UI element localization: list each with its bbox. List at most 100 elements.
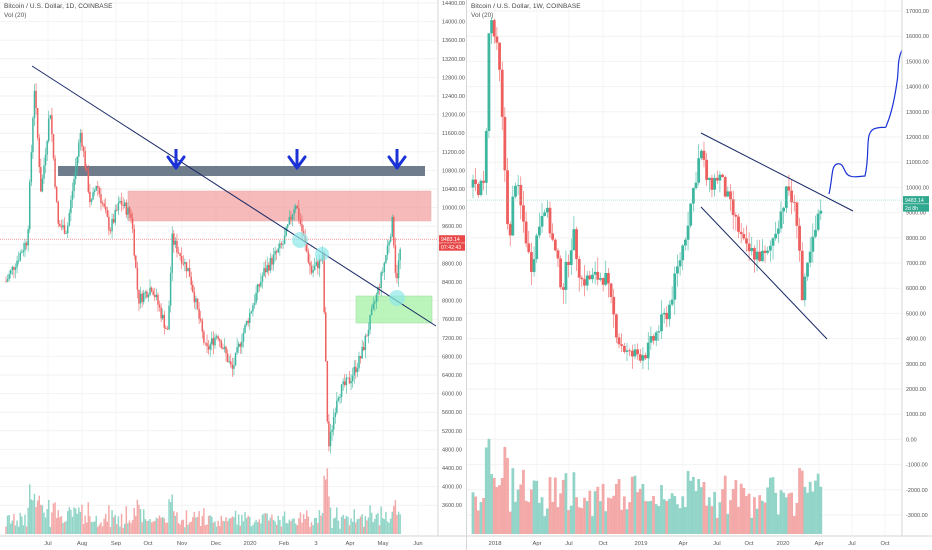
- volume-bar: [214, 521, 216, 534]
- volume-bar: [291, 518, 294, 534]
- candle-body: [225, 346, 227, 354]
- price-tick-label: 10400.00: [442, 187, 465, 193]
- candle-body: [492, 20, 496, 37]
- volume-bar: [252, 525, 254, 534]
- volume-bar: [95, 515, 97, 534]
- candle-body: [329, 431, 332, 447]
- time-tick-label: Apr: [532, 541, 541, 547]
- volume-bar: [35, 506, 37, 534]
- candle-body: [22, 250, 25, 253]
- volume-bar: [184, 527, 186, 534]
- volume-bar: [702, 481, 706, 534]
- candle-body: [188, 267, 191, 277]
- candle-body: [336, 400, 338, 413]
- candle-body: [654, 332, 658, 341]
- candle-body: [362, 347, 365, 350]
- candle-body: [13, 266, 15, 270]
- volume-bar: [25, 526, 28, 534]
- candle-body: [614, 314, 618, 338]
- volume-bar: [282, 516, 284, 534]
- volume-bar: [628, 502, 632, 534]
- daily-chart-pane[interactable]: 14400.00 14000.00 13600.00 13200.00 12800.00…: [0, 0, 467, 550]
- candle-body: [707, 177, 711, 180]
- candle-body: [233, 365, 235, 369]
- candle-body: [242, 332, 245, 342]
- weekly-chart-pane[interactable]: 17000.00 16000.00 15000.00 14000.00 13000.00…: [467, 0, 932, 550]
- weekly-chart[interactable]: 17000.00 16000.00 15000.00 14000.00 13000.00…: [467, 0, 932, 550]
- price-tick-label: 13000.00: [906, 110, 929, 116]
- candle-body: [138, 289, 140, 304]
- price-tick-label: 5000.00: [906, 311, 926, 317]
- volume-bar: [65, 521, 67, 534]
- volume-bar: [593, 491, 597, 534]
- volume-bar: [569, 505, 573, 534]
- candle-body: [625, 350, 629, 352]
- volume-bar: [617, 479, 621, 534]
- candle-body: [668, 304, 671, 320]
- candle-body: [537, 226, 541, 236]
- candle-body: [556, 250, 560, 259]
- candle-body: [575, 229, 578, 260]
- volume-bar: [612, 495, 616, 534]
- time-tick-label: Jun: [413, 541, 422, 547]
- candle-body: [252, 305, 254, 312]
- candle-body: [283, 235, 286, 245]
- volume-bar: [620, 509, 624, 534]
- volume-bar: [369, 505, 371, 534]
- candle-body: [710, 177, 714, 190]
- weekly-time-axis[interactable]: 2018 Apr Jul Oct 2019 Apr Jul Oct 2020 Apr Jul Oct: [467, 535, 932, 550]
- volume-bar: [572, 472, 576, 534]
- volume-bar: [399, 514, 401, 534]
- price-tick-label: 8000.00: [442, 299, 462, 305]
- candle-body: [87, 170, 90, 192]
- volume-bar: [199, 526, 202, 534]
- volume-bar: [474, 496, 478, 534]
- volume-bar: [203, 508, 205, 534]
- candle-body: [814, 229, 817, 237]
- volume-bar: [779, 490, 783, 534]
- candle-body: [76, 156, 78, 167]
- volume-bar: [40, 504, 42, 534]
- candle-body: [742, 234, 746, 239]
- candle-body: [636, 349, 640, 355]
- candle-body: [318, 259, 321, 269]
- volume-bar: [495, 487, 499, 534]
- candle-body: [260, 281, 262, 287]
- weekly-price-axis[interactable]: 17000.00 16000.00 15000.00 14000.00 13000.00…: [901, 0, 932, 550]
- volume-bar: [524, 500, 528, 534]
- volume-bar: [158, 515, 161, 534]
- volume-bar: [340, 516, 343, 534]
- volume-bar: [336, 507, 338, 534]
- volume-bar: [599, 501, 602, 534]
- candle-body: [154, 294, 156, 298]
- candle-body: [30, 152, 33, 183]
- daily-time-axis[interactable]: Jul Aug Sep Oct Nov Dec 2020 Feb 3 Apr May Jun: [0, 535, 466, 550]
- candle-body: [561, 287, 565, 290]
- volume-bar: [63, 521, 66, 534]
- volume-bar: [138, 504, 140, 534]
- volume-bar: [76, 513, 78, 534]
- volume-bar: [359, 516, 362, 534]
- price-tick-label: 7000.00: [906, 261, 926, 267]
- volume-bar: [388, 522, 390, 534]
- candle-body: [179, 253, 181, 256]
- volume-bar: [173, 511, 175, 534]
- candle-body: [85, 168, 88, 171]
- price-tick-label: 14000.00: [906, 85, 929, 91]
- candle-body: [800, 250, 804, 301]
- volume-bar: [313, 517, 316, 534]
- price-axis-bg: [902, 0, 932, 550]
- candle-body: [40, 167, 42, 192]
- volume-bar: [500, 478, 504, 534]
- daily-chart[interactable]: 14400.00 14000.00 13600.00 13200.00 12800.00…: [0, 0, 466, 550]
- candle-body: [353, 366, 355, 376]
- time-tick-label: Oct: [598, 541, 607, 547]
- candle-body: [641, 355, 645, 361]
- volume-bar: [519, 484, 523, 534]
- price-tick-label: 0.00: [906, 437, 917, 443]
- candle-body: [378, 286, 381, 289]
- volume-bar: [268, 520, 270, 534]
- volume-bar: [699, 487, 703, 534]
- candle-body: [184, 262, 186, 264]
- daily-price-axis[interactable]: 14400.00 14000.00 13600.00 13200.00 12800.00…: [437, 0, 466, 550]
